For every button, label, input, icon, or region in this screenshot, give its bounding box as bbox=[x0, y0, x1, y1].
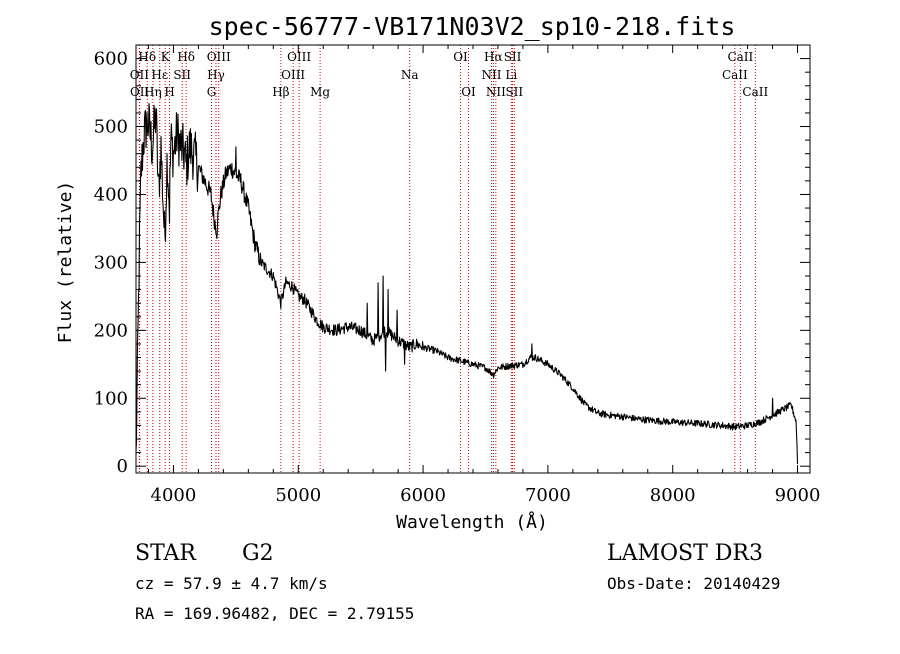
line-label-caii: CaII bbox=[742, 85, 768, 99]
line-label-sii: SII bbox=[504, 50, 522, 64]
x-tick-label: 7000 bbox=[525, 485, 571, 506]
spectrum-series bbox=[135, 102, 799, 465]
line-label-hη: Hη bbox=[144, 85, 162, 99]
y-tick-label: 100 bbox=[94, 388, 128, 409]
spectrum-line bbox=[135, 102, 799, 465]
plot-frame bbox=[135, 44, 811, 474]
line-label-oiii: OIII bbox=[281, 68, 305, 82]
line-label-oii: OII bbox=[130, 68, 150, 82]
line-label-caii: CaII bbox=[727, 50, 753, 64]
line-label-oiii: OIII bbox=[207, 50, 231, 64]
redshift-cz: cz = 57.9 ± 4.7 km/s bbox=[135, 574, 328, 593]
line-label-k: K bbox=[161, 50, 171, 64]
y-tick-label: 500 bbox=[94, 117, 128, 138]
y-tick-label: 400 bbox=[94, 184, 128, 205]
y-tick-label: 300 bbox=[94, 252, 128, 273]
y-tick-label: 200 bbox=[94, 320, 128, 341]
line-label-caii: CaII bbox=[722, 68, 748, 82]
line-label-hδ: Hδ bbox=[177, 50, 195, 64]
line-label-nii: NII bbox=[486, 85, 506, 99]
y-axis-label: Flux (relative) bbox=[55, 181, 76, 344]
emission-line-labels: Hδ OII OII K H Hε Hη Hδ SII OIII Hγ G Hβ OIII OIII Mg Na… bbox=[130, 50, 769, 99]
line-label-hβ: Hβ bbox=[272, 85, 289, 99]
line-label-mg: Mg bbox=[310, 85, 330, 99]
x-axis-ticks: 4000 5000 6000 7000 8000 9000 bbox=[147, 45, 821, 506]
line-label-nii: NII bbox=[481, 68, 501, 82]
chart-title: spec-56777-VB171N03V2_sp10-218.fits bbox=[209, 12, 736, 41]
line-label-hα: Hα bbox=[484, 50, 503, 64]
observation-date: Obs-Date: 20140429 bbox=[607, 574, 780, 593]
line-label-oii: OII bbox=[130, 85, 150, 99]
y-tick-label: 600 bbox=[94, 49, 128, 70]
x-tick-label: 8000 bbox=[650, 485, 696, 506]
y-axis-ticks: 0 100 200 300 400 500 600 bbox=[94, 49, 810, 477]
x-tick-label: 6000 bbox=[400, 485, 446, 506]
line-label-hε: Hε bbox=[151, 68, 168, 82]
x-tick-label: 4000 bbox=[151, 485, 197, 506]
line-label-oi: OI bbox=[461, 85, 476, 99]
line-label-sii: SII bbox=[505, 85, 523, 99]
x-axis-label: Wavelength (Å) bbox=[396, 511, 548, 533]
line-label-oi: OI bbox=[453, 50, 468, 64]
line-label-hγ: Hγ bbox=[207, 68, 225, 82]
survey-name: LAMOST DR3 bbox=[607, 541, 763, 566]
line-label-li: Li bbox=[505, 68, 517, 82]
line-label-h: H bbox=[164, 85, 174, 99]
line-label-na: Na bbox=[401, 68, 419, 82]
line-label-oiii: OIII bbox=[287, 50, 311, 64]
x-tick-label: 9000 bbox=[775, 485, 821, 506]
line-label-sii: SII bbox=[173, 68, 191, 82]
ra-dec: RA = 169.96482, DEC = 2.79155 bbox=[135, 604, 414, 623]
object-class: STAR bbox=[135, 541, 197, 566]
line-label-g: G bbox=[207, 85, 217, 99]
line-label-hδ: Hδ bbox=[138, 50, 156, 64]
subclass: G2 bbox=[242, 541, 274, 566]
emission-line-markers bbox=[138, 45, 756, 473]
x-tick-label: 5000 bbox=[275, 485, 321, 506]
y-tick-label: 0 bbox=[117, 456, 128, 477]
